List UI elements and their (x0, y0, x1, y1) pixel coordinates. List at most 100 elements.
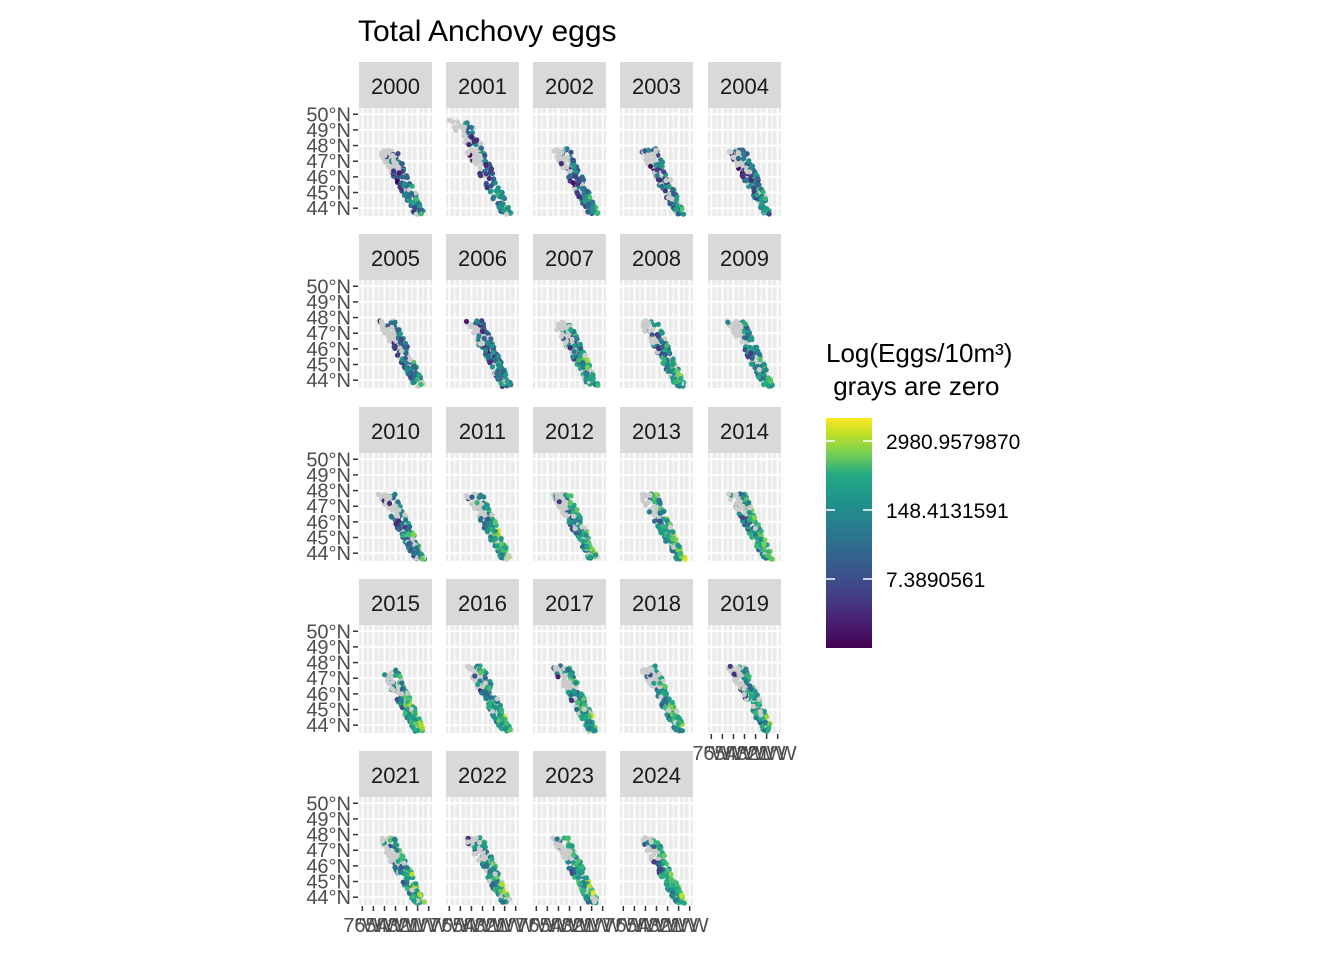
survey-point (569, 868, 575, 874)
survey-point (572, 526, 578, 532)
survey-point (653, 148, 659, 155)
x-tick-label: 1°W (584, 915, 622, 937)
survey-point (408, 719, 414, 725)
survey-point (405, 698, 411, 705)
x-tick-label: 5°W (539, 915, 577, 937)
y-tick-label: 47°N (306, 840, 351, 862)
survey-point (582, 198, 588, 204)
survey-point (741, 686, 747, 692)
x-tick-label: 2°W (399, 915, 437, 937)
facet-2016: 2016 (446, 579, 519, 734)
survey-point (404, 879, 410, 886)
survey-point (563, 339, 569, 346)
survey-point (484, 862, 490, 868)
survey-point (642, 328, 648, 334)
survey-point (651, 844, 657, 850)
survey-point (571, 852, 577, 858)
survey-points (724, 318, 775, 389)
survey-point (575, 181, 581, 187)
survey-point (498, 194, 504, 200)
survey-point (402, 710, 408, 716)
survey-point (479, 684, 486, 690)
survey-point (727, 663, 733, 669)
facet-strip (359, 579, 432, 625)
x-tick-label: 3°W (475, 915, 513, 937)
facet-strip (533, 62, 606, 108)
survey-point (661, 859, 667, 865)
survey-point (732, 319, 738, 326)
survey-point (404, 871, 410, 878)
survey-point (649, 332, 655, 338)
survey-point (725, 319, 731, 325)
survey-point (669, 196, 675, 202)
survey-point (408, 706, 414, 712)
survey-point (647, 492, 653, 498)
survey-point (748, 177, 754, 183)
survey-point (395, 499, 401, 505)
facet-2005: 2005 50°N49°N48°N47°N46°N45°N44°N (306, 234, 432, 392)
survey-point (386, 500, 393, 507)
survey-point (740, 156, 747, 162)
legend-title-line1: Log(Eggs/10m³) (826, 338, 1012, 368)
facet-strip (533, 751, 606, 797)
survey-point (648, 839, 654, 845)
survey-point (481, 335, 487, 341)
x-tick-label: 7°W (604, 915, 642, 937)
survey-point (569, 843, 575, 849)
survey-point (446, 117, 453, 123)
survey-point (768, 379, 774, 385)
survey-point (386, 334, 392, 340)
survey-point (739, 162, 745, 168)
survey-point (382, 672, 388, 678)
x-tick-label: 6°W (703, 743, 741, 765)
survey-point (569, 697, 575, 704)
survey-point (482, 680, 488, 686)
survey-point (751, 514, 758, 521)
survey-point (583, 377, 589, 383)
survey-point (571, 513, 577, 519)
facet-2021: 202150°N49°N48°N47°N46°N45°N44°N7°W6°W5°… (306, 751, 448, 937)
survey-point (418, 381, 424, 388)
survey-point (493, 188, 499, 194)
survey-point (477, 669, 484, 676)
survey-points (551, 663, 598, 735)
survey-point (749, 355, 755, 361)
survey-point (583, 714, 589, 720)
facet-strip-label: 2004 (720, 74, 769, 99)
y-tick-label: 50°N (306, 449, 351, 471)
survey-point (563, 855, 569, 862)
survey-point (479, 328, 485, 334)
survey-point (658, 157, 664, 163)
facet-strip-label: 2021 (371, 763, 420, 788)
survey-point (385, 676, 391, 682)
survey-point (574, 336, 580, 342)
survey-point (571, 349, 577, 355)
x-tick-label: 4°W (464, 915, 502, 937)
survey-point (560, 155, 567, 161)
survey-point (745, 354, 751, 360)
survey-point (667, 201, 673, 207)
survey-point (497, 722, 503, 728)
survey-point (735, 149, 741, 155)
survey-point (413, 545, 420, 551)
survey-point (478, 173, 484, 179)
survey-point (408, 715, 414, 721)
survey-point (735, 326, 741, 332)
survey-point (727, 497, 734, 503)
survey-point (754, 192, 760, 198)
survey-point (590, 372, 596, 378)
survey-point (566, 679, 572, 685)
survey-point (652, 663, 658, 669)
survey-point (667, 524, 673, 530)
survey-point (580, 538, 587, 544)
survey-point (463, 318, 470, 325)
survey-point (500, 207, 506, 213)
survey-point (650, 326, 656, 332)
survey-point (411, 363, 418, 369)
survey-point (507, 896, 513, 902)
y-tick-label: 45°N (306, 355, 351, 377)
survey-points (378, 147, 426, 217)
survey-point (465, 150, 471, 156)
x-tick-label: 3°W (388, 915, 426, 937)
facet-2011: 2011 (446, 407, 519, 562)
